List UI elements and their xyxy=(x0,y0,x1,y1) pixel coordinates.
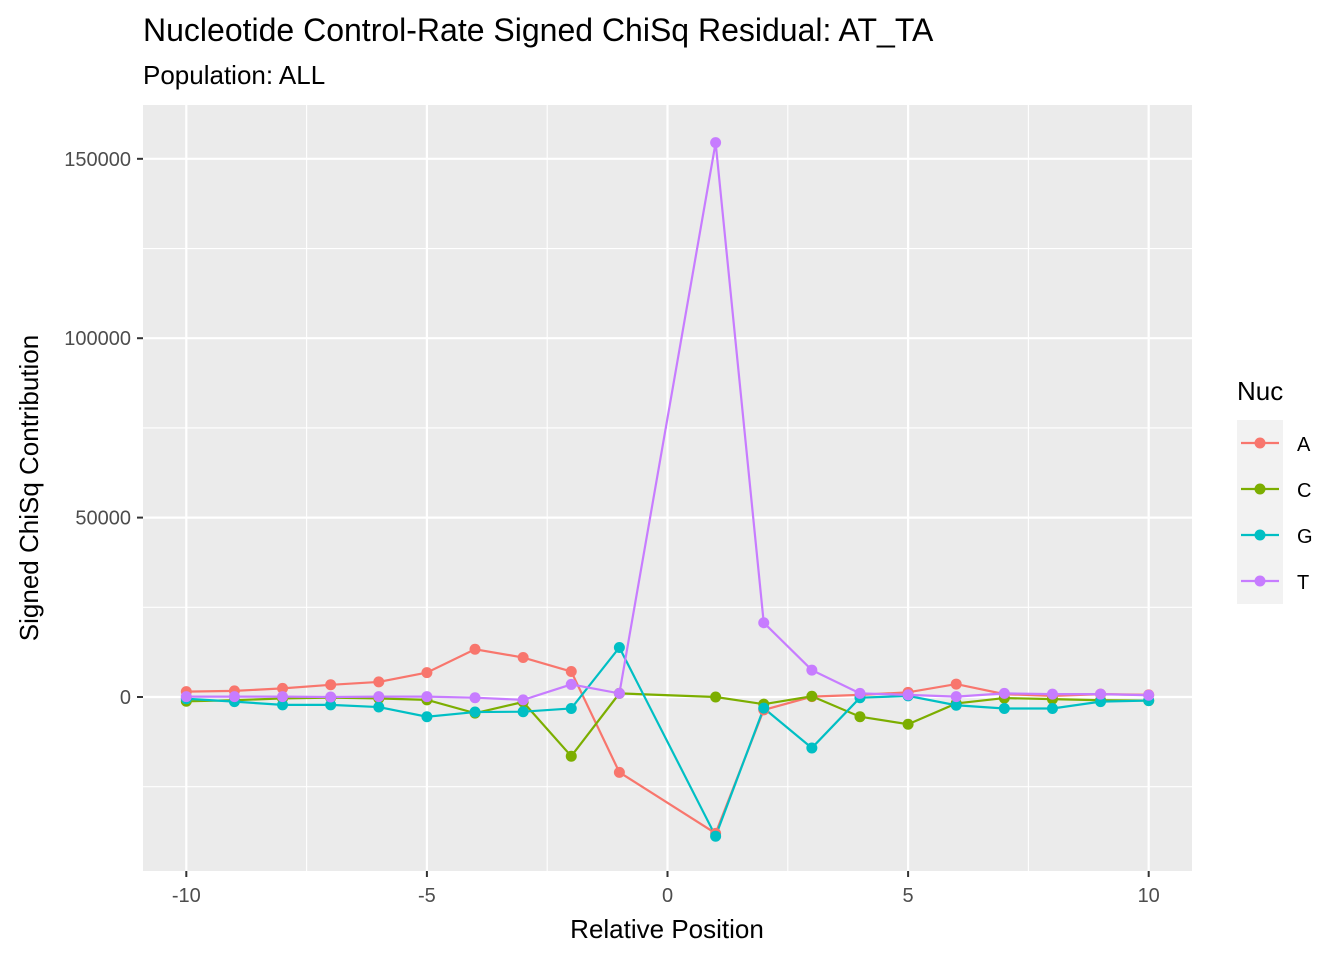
series-a xyxy=(186,648,1149,835)
data-point xyxy=(517,652,529,664)
data-point xyxy=(565,750,577,762)
y-tick-label: 150000 xyxy=(64,149,131,171)
data-point xyxy=(950,691,962,703)
y-tick-label: 0 xyxy=(120,687,131,709)
x-tick-label: 5 xyxy=(903,885,914,907)
series-line-t xyxy=(186,142,1149,701)
data-point xyxy=(469,692,481,704)
data-point xyxy=(565,678,577,690)
series-line-a xyxy=(186,648,1149,835)
data-point xyxy=(613,641,625,653)
legend-label: C xyxy=(1297,480,1311,502)
x-tick-label: 0 xyxy=(662,885,673,907)
legend-item-a: A xyxy=(1237,420,1311,466)
data-point xyxy=(1046,688,1058,700)
y-tick-label: 100000 xyxy=(64,328,131,350)
x-axis: -10 -5 0 5 10 xyxy=(172,871,1160,907)
data-point xyxy=(180,691,192,703)
chart-title: Nucleotide Control-Rate Signed ChiSq Res… xyxy=(143,12,934,48)
x-tick-label: -10 xyxy=(172,885,201,907)
data-point xyxy=(517,706,529,718)
data-point xyxy=(469,643,481,655)
data-point xyxy=(998,702,1010,714)
data-series xyxy=(180,137,1155,842)
data-point xyxy=(613,766,625,778)
data-point xyxy=(998,687,1010,699)
legend-key-point xyxy=(1254,529,1266,541)
data-point xyxy=(565,702,577,714)
x-tick-label: -5 xyxy=(418,885,436,907)
data-point xyxy=(806,690,818,702)
legend-label: A xyxy=(1297,434,1311,456)
series-points-t xyxy=(180,137,1155,706)
data-point xyxy=(277,682,289,694)
data-point xyxy=(325,679,337,691)
data-point xyxy=(1143,689,1155,701)
data-point xyxy=(325,691,337,703)
data-point xyxy=(902,718,914,730)
data-point xyxy=(613,687,625,699)
legend-item-t: T xyxy=(1237,558,1309,604)
series-line-g xyxy=(186,645,1149,839)
legend-item-c: C xyxy=(1237,466,1311,512)
data-point xyxy=(806,664,818,676)
legend-key-point xyxy=(1254,575,1266,587)
series-g xyxy=(186,645,1149,839)
legend-key-point xyxy=(1254,483,1266,495)
data-point xyxy=(325,699,337,711)
data-point xyxy=(710,830,722,842)
data-point xyxy=(517,694,529,706)
data-point xyxy=(421,711,433,723)
y-axis: 0 50000 100000 150000 xyxy=(64,149,143,709)
y-tick-label: 50000 xyxy=(75,508,131,530)
legend: Nuc A C G T xyxy=(1237,376,1313,604)
data-point xyxy=(806,742,818,754)
data-point xyxy=(710,691,722,703)
data-point xyxy=(1095,696,1107,708)
data-point xyxy=(565,666,577,678)
legend-label: G xyxy=(1297,526,1313,548)
data-point xyxy=(373,691,385,703)
legend-key-point xyxy=(1254,437,1266,449)
data-point xyxy=(1046,702,1058,714)
y-axis-title: Signed ChiSq Contribution xyxy=(14,335,44,641)
data-point xyxy=(277,691,289,703)
data-point xyxy=(710,137,722,149)
data-point xyxy=(421,691,433,703)
data-point xyxy=(854,687,866,699)
series-t xyxy=(186,142,1149,701)
data-point xyxy=(758,702,770,714)
data-point xyxy=(228,691,240,703)
data-point xyxy=(1095,688,1107,700)
chart-subtitle: Population: ALL xyxy=(143,60,325,90)
data-point xyxy=(421,667,433,679)
data-point xyxy=(758,617,770,629)
data-point xyxy=(277,699,289,711)
x-axis-title: Relative Position xyxy=(570,914,764,944)
data-point xyxy=(950,678,962,690)
data-point xyxy=(950,699,962,711)
legend-label: T xyxy=(1297,572,1309,594)
data-point xyxy=(373,701,385,713)
data-point xyxy=(469,706,481,718)
data-point xyxy=(373,676,385,688)
data-point xyxy=(902,689,914,701)
legend-title: Nuc xyxy=(1237,376,1283,406)
legend-item-g: G xyxy=(1237,512,1313,558)
x-tick-label: 10 xyxy=(1138,885,1160,907)
data-point xyxy=(854,711,866,723)
